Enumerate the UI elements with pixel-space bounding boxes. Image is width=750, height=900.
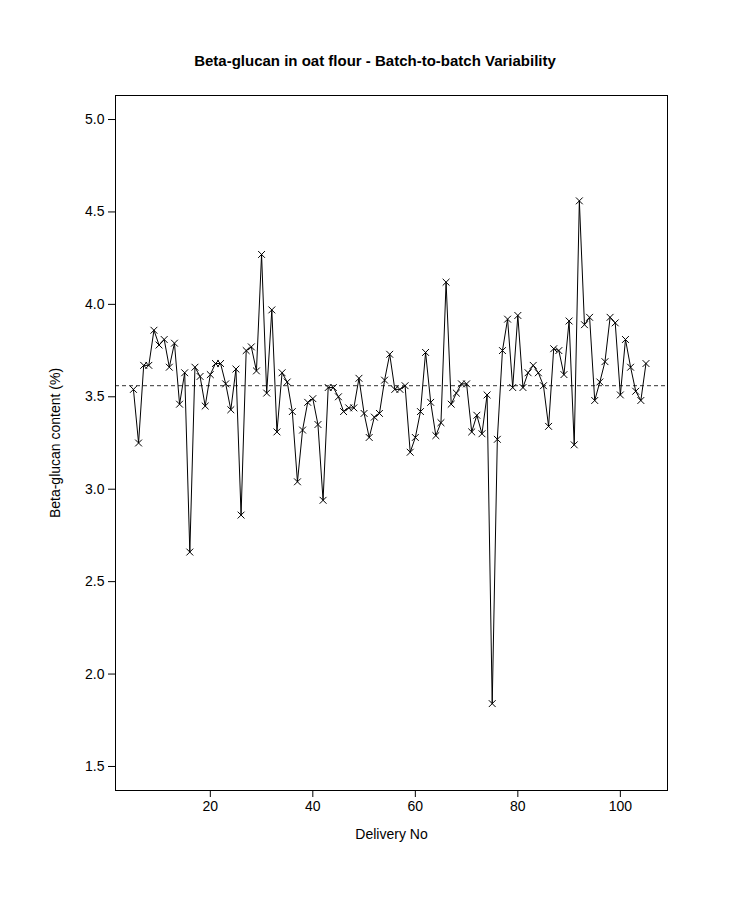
svg-text:4.5: 4.5 xyxy=(85,203,105,219)
svg-text:4.0: 4.0 xyxy=(85,296,105,312)
svg-text:2.5: 2.5 xyxy=(85,573,105,589)
svg-text:40: 40 xyxy=(305,798,321,814)
svg-text:3.0: 3.0 xyxy=(85,481,105,497)
svg-text:60: 60 xyxy=(408,798,424,814)
svg-text:1.5: 1.5 xyxy=(85,758,105,774)
svg-text:Delivery No: Delivery No xyxy=(355,826,428,842)
svg-text:Beta-glucan content (%): Beta-glucan content (%) xyxy=(47,368,63,518)
svg-text:2.0: 2.0 xyxy=(85,666,105,682)
svg-text:100: 100 xyxy=(609,798,633,814)
svg-text:80: 80 xyxy=(510,798,526,814)
svg-text:3.5: 3.5 xyxy=(85,388,105,404)
html-text:Beta-glucan in oat flour - Bat: Beta-glucan in oat flour - Batch-to-batc… xyxy=(194,52,556,69)
svg-text:5.0: 5.0 xyxy=(85,111,105,127)
svg-text:20: 20 xyxy=(203,798,219,814)
